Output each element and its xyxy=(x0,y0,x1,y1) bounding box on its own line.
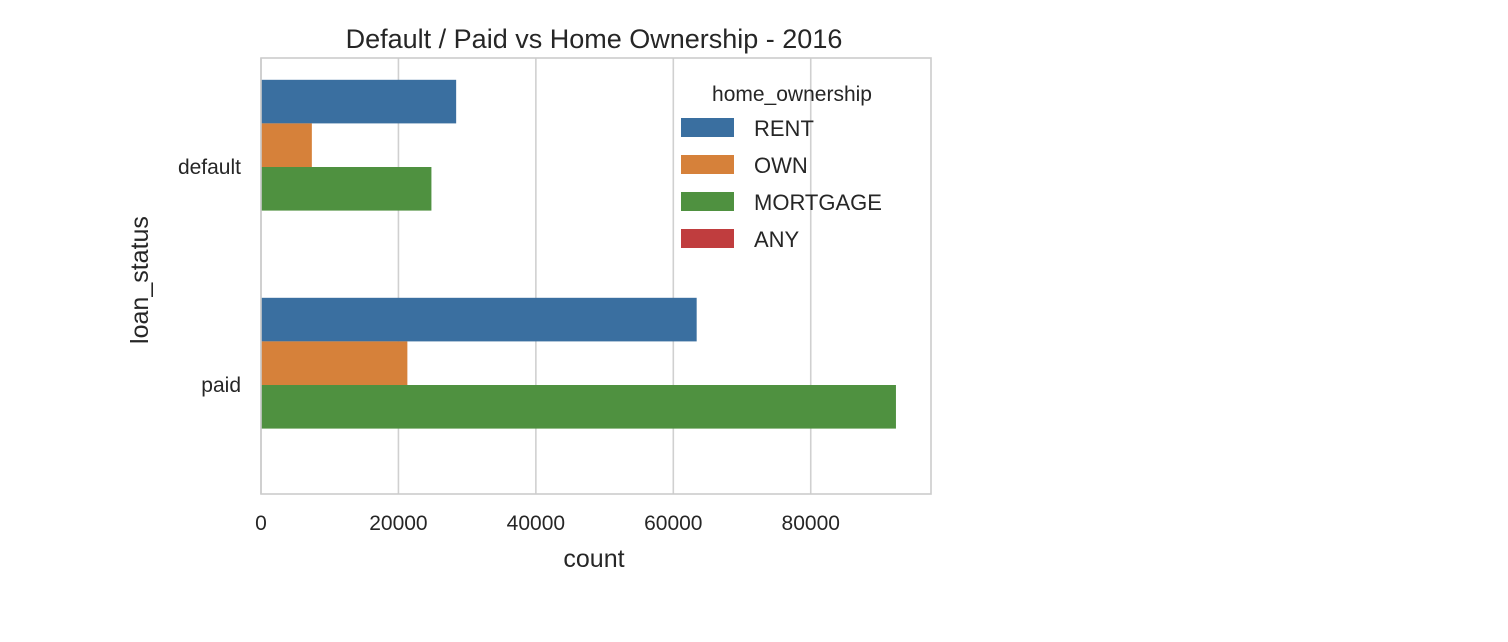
bar-paid-mortgage xyxy=(261,385,896,429)
y-tick-label-default: default xyxy=(178,156,241,179)
x-axis-label: count xyxy=(563,545,624,573)
x-tick-label-1: 20000 xyxy=(369,512,427,535)
plot-frame xyxy=(260,57,932,495)
bar-paid-rent xyxy=(261,297,697,342)
bar-default-mortgage xyxy=(261,167,432,211)
legend-title: home_ownership xyxy=(712,83,872,106)
legend-swatch-rent xyxy=(681,118,734,137)
legend-swatch-any xyxy=(681,229,734,248)
chart-title: Default / Paid vs Home Ownership - 2016 xyxy=(346,24,843,54)
legend-items: RENT OWN MORTGAGE ANY xyxy=(681,116,882,252)
x-tick-label-2: 40000 xyxy=(507,512,565,535)
y-axis-label: loan_status xyxy=(126,216,154,344)
x-tick-label-4: 80000 xyxy=(782,512,840,535)
y-axis-ticks: default paid xyxy=(178,156,241,397)
bar-default-own xyxy=(261,123,312,167)
legend-label-any: ANY xyxy=(754,227,800,252)
legend-swatch-mortgage xyxy=(681,192,734,211)
legend-swatch-own xyxy=(681,155,734,174)
bar-paid-own xyxy=(261,341,408,385)
legend-label-own: OWN xyxy=(754,153,808,178)
y-tick-label-paid: paid xyxy=(201,374,241,397)
x-tick-label-0: 0 xyxy=(255,512,267,535)
legend-label-rent: RENT xyxy=(754,116,814,141)
x-tick-label-3: 60000 xyxy=(644,512,702,535)
bar-default-rent xyxy=(261,79,457,124)
x-axis-ticks: 0 20000 40000 60000 80000 xyxy=(255,512,840,535)
legend-label-mortgage: MORTGAGE xyxy=(754,190,882,215)
bars xyxy=(261,79,896,429)
legend: home_ownership RENT OWN MORTGAGE ANY xyxy=(681,83,882,252)
